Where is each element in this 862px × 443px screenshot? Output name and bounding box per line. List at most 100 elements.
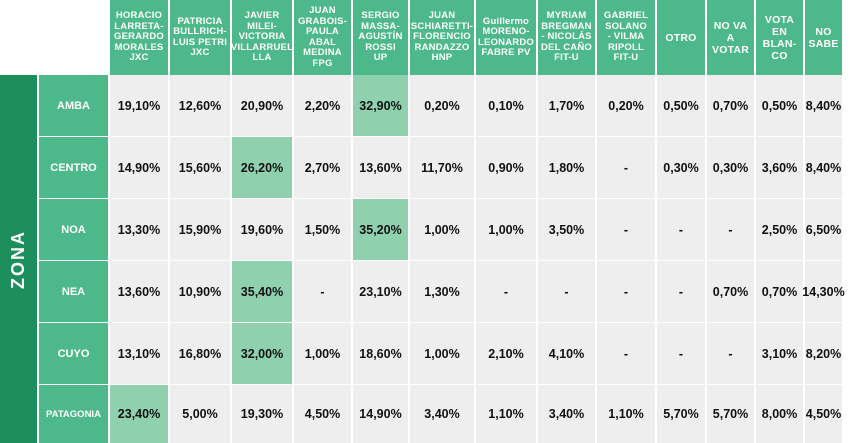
value-cell: 5,00% (170, 385, 232, 443)
value-cell: - (657, 199, 707, 260)
value-cell: 1,10% (597, 385, 657, 443)
candidate-header-6: Guillermo MORENO- LEONARDO FABRE PV (476, 0, 538, 75)
value-cell: 4,50% (805, 385, 844, 443)
value-cell: 15,90% (170, 199, 232, 260)
value-cell: 0,70% (756, 261, 805, 322)
value-cell: 14,30% (802, 261, 845, 322)
table-body: AMBA 19,10% 12,60% 20,90% 2,20% 32,90% 0,20% 0,… (39, 75, 862, 443)
value-cell: 3,60% (756, 137, 805, 198)
value-cell: 16,80% (170, 323, 232, 384)
value-cell: - (597, 199, 657, 260)
value-cell: - (538, 261, 597, 322)
value-cell: 15,60% (170, 137, 232, 198)
value-cell: 5,70% (707, 385, 756, 443)
value-cell: - (597, 261, 657, 322)
candidate-header-5: JUAN SCHIARETTI- FLORENCIO RANDAZZO HNP (410, 0, 476, 75)
value-cell: 11,70% (410, 137, 476, 198)
candidate-header-12: NO SABE (805, 0, 844, 75)
value-cell: 32,00% (232, 323, 294, 384)
value-cell: 35,20% (353, 199, 410, 260)
value-cell: 19,60% (232, 199, 294, 260)
table-row: NEA 13,60% 10,90% 35,40% -23,10% 1,30% - - - -0,7… (39, 261, 862, 323)
table-row: NOA 13,30% 15,90% 19,60% 1,50% 35,20% 1,00% 1,0… (39, 199, 862, 261)
table-row: CUYO 13,10% 16,80% 32,00% 1,00% 18,60% 1,00% 2,… (39, 323, 862, 385)
value-cell: 14,90% (110, 137, 170, 198)
value-cell: 4,10% (538, 323, 597, 384)
value-cell: 13,60% (110, 261, 170, 322)
value-cell: 13,10% (110, 323, 170, 384)
value-cell: 2,20% (294, 75, 353, 136)
value-cell: 8,00% (756, 385, 805, 443)
candidate-header-4: SERGIO MASSA- AGUSTÍN ROSSI UP (353, 0, 410, 75)
value-cell: 0,30% (657, 137, 707, 198)
value-cell: 1,80% (538, 137, 597, 198)
value-cell: 3,50% (538, 199, 597, 260)
value-cell: 3,10% (756, 323, 805, 384)
header-corner (0, 0, 110, 75)
zone-label: CENTRO (39, 137, 110, 198)
candidate-header-2: JAVIER MILEI- VICTORIA VILLARRUEL LLA (231, 0, 294, 75)
value-cell: 26,20% (232, 137, 294, 198)
value-cell: 3,40% (410, 385, 476, 443)
candidate-header-11: VOTA EN BLAN- CO (756, 0, 805, 75)
value-cell: 1,00% (294, 323, 353, 384)
candidate-header-9: OTRO (657, 0, 707, 75)
value-cell: 0,70% (707, 75, 756, 136)
value-cell: - (707, 199, 756, 260)
candidate-header-0: HORACIO LARRETA- GERARDO MORALES JXC (110, 0, 170, 75)
value-cell: 0,90% (476, 137, 538, 198)
value-cell: 10,90% (170, 261, 232, 322)
candidate-header-8: GABRIEL SOLANO - VILMA RIPOLL FIT-U (597, 0, 657, 75)
zone-label: AMBA (39, 75, 110, 136)
table-row: AMBA 19,10% 12,60% 20,90% 2,20% 32,90% 0,20% 0,… (39, 75, 862, 137)
value-cell: 0,30% (707, 137, 756, 198)
table-row: CENTRO 14,90% 15,60% 26,20% 2,70% 13,60% 11,70… (39, 137, 862, 199)
candidate-header-row: HORACIO LARRETA- GERARDO MORALES JXC PATR… (0, 0, 862, 75)
value-cell: 0,50% (657, 75, 707, 136)
value-cell: 12,60% (170, 75, 232, 136)
value-cell: 0,10% (476, 75, 538, 136)
value-cell: 1,50% (294, 199, 353, 260)
candidate-header-10: NO VA A VOTAR (707, 0, 756, 75)
value-cell: 32,90% (353, 75, 410, 136)
value-cell: 13,60% (353, 137, 410, 198)
value-cell: 1,00% (476, 199, 538, 260)
value-cell: 4,50% (294, 385, 353, 443)
zona-band: ZONA (0, 75, 39, 443)
candidate-header-3: JUAN GRABOIS- PAULA ABAL MEDINA FPG (294, 0, 353, 75)
value-cell: 2,10% (476, 323, 538, 384)
value-cell: - (657, 261, 707, 322)
value-cell: 14,90% (353, 385, 410, 443)
value-cell: 2,70% (294, 137, 353, 198)
value-cell: 13,30% (110, 199, 170, 260)
value-cell: - (476, 261, 538, 322)
value-cell: 8,20% (805, 323, 844, 384)
value-cell: 0,50% (756, 75, 805, 136)
value-cell: 0,70% (707, 261, 756, 322)
value-cell: - (597, 137, 657, 198)
value-cell: 8,40% (805, 137, 844, 198)
value-cell: 23,40% (110, 385, 170, 443)
value-cell: 19,30% (232, 385, 294, 443)
value-cell: 23,10% (353, 261, 410, 322)
value-cell: - (597, 323, 657, 384)
zone-label: PATAGONIA (39, 385, 110, 443)
value-cell: 0,20% (410, 75, 476, 136)
value-cell: 5,70% (657, 385, 707, 443)
value-cell: 6,50% (805, 199, 844, 260)
value-cell: 1,70% (538, 75, 597, 136)
value-cell: 18,60% (353, 323, 410, 384)
value-cell: 2,50% (756, 199, 805, 260)
value-cell: 35,40% (232, 261, 294, 322)
value-cell: - (294, 261, 353, 322)
value-cell: - (657, 323, 707, 384)
value-cell: 1,10% (476, 385, 538, 443)
value-cell: 0,20% (597, 75, 657, 136)
candidate-header-7: MYRIAM BREGMAN - NICOLÁS DEL CAÑO FIT-U (538, 0, 597, 75)
zona-title: ZONA (8, 229, 28, 289)
value-cell: 20,90% (232, 75, 294, 136)
candidate-header-1: PATRICIA BULLRICH- LUIS PETRI JXC (170, 0, 232, 75)
zone-label: NOA (39, 199, 110, 260)
value-cell: 1,30% (410, 261, 476, 322)
